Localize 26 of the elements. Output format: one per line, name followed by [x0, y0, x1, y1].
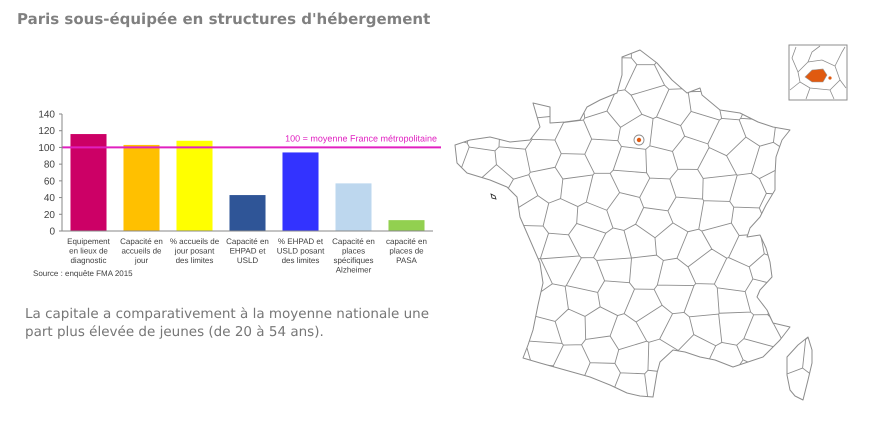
x-tick-label: Capacité en accueils de jour	[120, 237, 163, 265]
x-tick-label: Equipement en lieux de diagnostic	[67, 237, 111, 265]
chart-title: Paris sous-équipée en structures d'hébergement	[17, 10, 430, 28]
y-tick-label: 60	[44, 176, 56, 188]
y-tick-label: 140	[38, 110, 56, 120]
y-tick-label: 40	[44, 193, 56, 204]
x-tick-label: % EHPAD et USLD posant des limites	[276, 237, 326, 265]
bar	[335, 183, 372, 231]
bar	[229, 195, 266, 231]
bar	[70, 134, 107, 231]
y-tick-label: 80	[44, 160, 56, 171]
bar	[176, 140, 213, 231]
y-tick-label: 100	[38, 142, 56, 154]
x-tick-label: capacité en places de PASA	[386, 237, 427, 265]
bar	[123, 144, 160, 231]
ref-line-label: 100 = moyenne France métropolitaine	[285, 133, 437, 144]
x-tick-label: Capacité en places spécifiques Alzheimer	[332, 237, 375, 274]
text: La capitale a comparativement à la moyenne nationale une part plus élevée de jeunes (de 20 à 54 ans).	[25, 306, 430, 340]
y-tick-label: 20	[44, 210, 56, 221]
bar	[388, 220, 425, 231]
bar	[282, 152, 319, 231]
y-tick-label: 120	[38, 126, 56, 138]
x-tick-label: Capacité en EHPAD et USLD	[226, 237, 269, 265]
x-tick-label: % accueils de jour posant des limites	[170, 237, 220, 265]
y-tick-label: 0	[49, 226, 56, 238]
source-note: Source : enquête FMA 2015	[33, 269, 134, 278]
